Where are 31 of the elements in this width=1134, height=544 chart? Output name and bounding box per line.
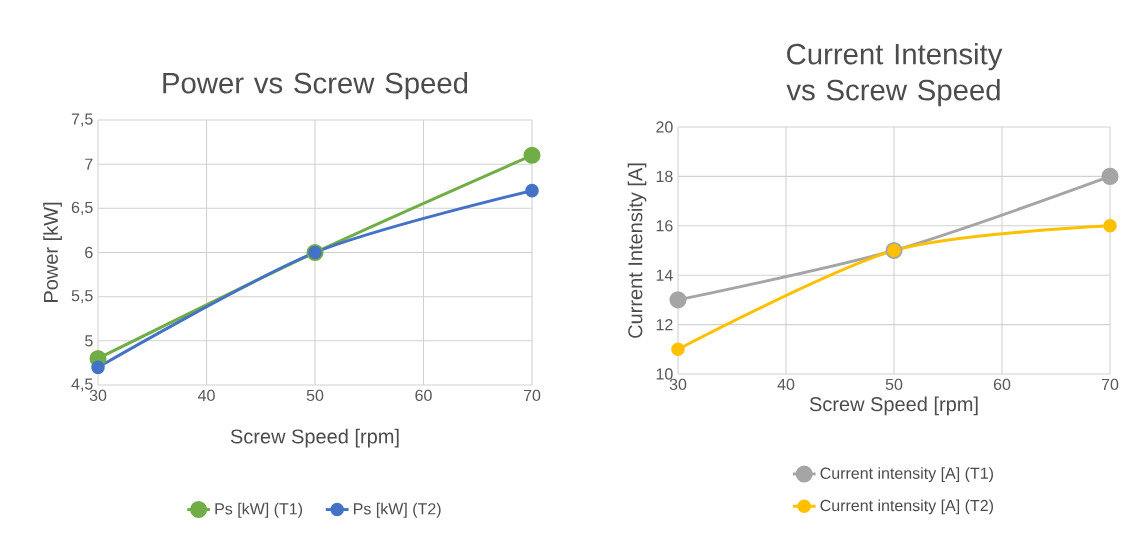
x-tick-label: 70 [1101, 378, 1119, 391]
y-tick-label: 18 [656, 170, 673, 183]
legend-label: Current intensity [A] (T1) [820, 467, 993, 483]
legend-label: Ps [kW] (T2) [354, 502, 441, 518]
y-tick-label: 7 [85, 158, 93, 170]
y-tick-label: 20 [656, 121, 673, 133]
chart-title: Current Intensity vs Screw Speed [786, 42, 1003, 107]
x-tick-label: 30 [669, 378, 687, 391]
y-tick-label: 5 [85, 335, 93, 347]
y-axis-title: Power [kW] [43, 202, 62, 302]
y-tick-label: 16 [656, 220, 673, 232]
y-tick-label: 6 [85, 246, 93, 259]
chart-title: Power vs Screw Speed [163, 71, 468, 100]
legend-label: Ps [kW] (T1) [215, 502, 302, 518]
y-tick-label: 12 [656, 319, 673, 331]
x-tick-label: 50 [306, 389, 324, 402]
y-tick-label: 10 [656, 368, 673, 380]
x-tick-label: 60 [993, 378, 1011, 391]
y-tick-label: 14 [656, 269, 673, 281]
x-tick-label: 70 [523, 389, 541, 402]
x-tick-label: 60 [415, 389, 432, 402]
y-axis-title: Current Intensity [A] [627, 163, 647, 338]
legend-label: Current intensity [A] (T2) [820, 499, 993, 515]
y-tick-label: 7,5 [71, 113, 93, 127]
x-tick-label: 50 [885, 378, 903, 391]
y-tick-label: 5,5 [71, 290, 93, 304]
x-tick-label: 40 [197, 389, 215, 402]
x-tick-label: 40 [777, 378, 795, 391]
y-tick-label: 6,5 [71, 201, 93, 215]
x-axis-title: Screw Speed [rpm] [809, 396, 978, 416]
x-axis-title: Screw Speed [rpm] [230, 428, 399, 448]
